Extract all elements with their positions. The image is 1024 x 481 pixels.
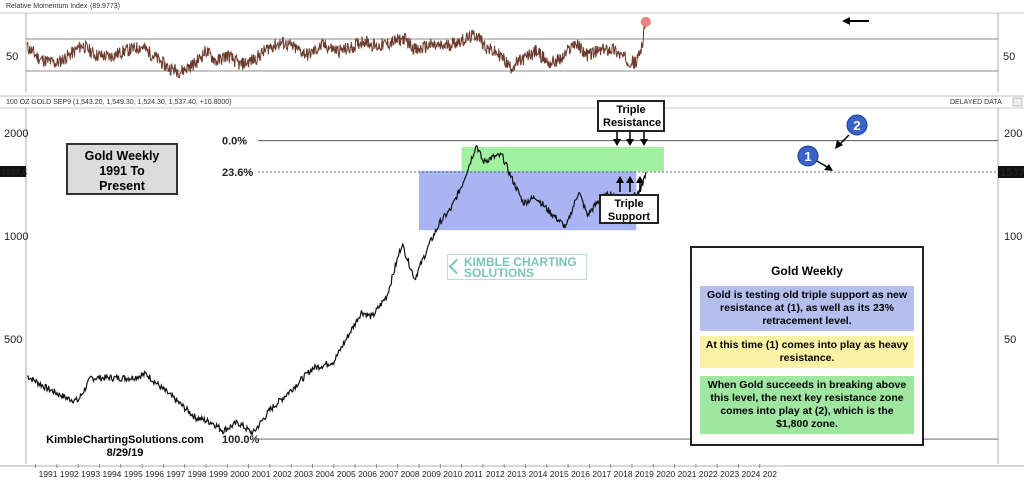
- x-tick-label: 2008: [401, 469, 420, 479]
- rsi-left-tick: 50: [6, 51, 18, 63]
- credit-site: KimbleChartingSolutions.com: [46, 434, 204, 446]
- watermark-logo: KIMBLE CHARTING SOLUTIONS: [447, 254, 587, 280]
- x-tick-label: 2007: [379, 469, 398, 479]
- x-tick-label: 2001: [252, 469, 271, 479]
- x-tick-label: 2011: [465, 469, 484, 479]
- resistance-zone: [461, 147, 664, 172]
- watermark-line-2: SOLUTIONS: [464, 266, 535, 280]
- x-tick-label: 1996: [145, 469, 164, 479]
- arrow-icon: [842, 17, 869, 25]
- rsi-last-point: [640, 16, 651, 27]
- y-tick-label-left: 1000: [4, 231, 28, 243]
- rsi-header: Relative Momentum Index: [6, 3, 88, 10]
- svg-text:1: 1: [804, 149, 811, 164]
- x-tick-label: 2014: [528, 469, 547, 479]
- svg-text:2: 2: [853, 118, 860, 133]
- y-tick-label-right: 100: [1004, 231, 1022, 243]
- x-tick-label: 1994: [102, 469, 121, 479]
- triple-resistance-line-1: Triple: [616, 104, 646, 116]
- note-heavy-resistance: At this time (1) comes into play as heav…: [700, 336, 914, 368]
- title-line-3: Present: [99, 179, 145, 193]
- x-axis: 1991 1992 1993 1994 1995 1996 1997 1998 1999 2000…: [35, 464, 777, 479]
- x-tick-label: 2006: [358, 469, 377, 479]
- x-tick-label: 202: [763, 469, 777, 479]
- note-triple-support: Gold is testing old triple support as ne…: [700, 286, 914, 331]
- triple-support-callout: Triple Support: [599, 194, 659, 224]
- x-tick-label: 2010: [443, 469, 462, 479]
- price-tag-right-text: 1537: [1000, 167, 1024, 179]
- x-tick-label: 2019: [635, 469, 654, 479]
- x-tick-label: 2017: [592, 469, 611, 479]
- x-tick-label: 1997: [166, 469, 185, 479]
- x-tick-label: 2024: [741, 469, 760, 479]
- x-tick-label: 2021: [678, 469, 697, 479]
- x-tick-label: 2015: [550, 469, 569, 479]
- x-tick-label: 1999: [209, 469, 228, 479]
- chart-title-box: Gold Weekly 1991 To Present: [66, 143, 178, 195]
- title-line-2: 1991 To: [99, 164, 145, 178]
- x-tick-label: 1992: [60, 469, 79, 479]
- x-tick-label: 2020: [656, 469, 675, 479]
- commentary-panel: Gold Weekly Gold is testing old triple s…: [690, 246, 924, 446]
- x-tick-label: 1995: [124, 469, 143, 479]
- x-tick-label: 2005: [337, 469, 356, 479]
- note-next-resistance: When Gold succeeds in breaking above thi…: [700, 376, 914, 434]
- x-tick-label: 2003: [294, 469, 313, 479]
- delayed-data-label: DELAYED DATA: [950, 99, 1002, 106]
- y-tick-label-right: 50: [1004, 334, 1016, 346]
- x-tick-label: 2012: [486, 469, 505, 479]
- title-line-1: Gold Weekly: [84, 149, 160, 163]
- x-tick-label: 2004: [315, 469, 334, 479]
- y-axis-left: 2000 1000 500: [4, 128, 28, 346]
- price-line: [27, 144, 647, 436]
- credit-date: 8/29/19: [106, 447, 144, 459]
- panel-title: Gold Weekly: [771, 264, 843, 278]
- x-tick-label: 2009: [422, 469, 441, 479]
- scroll-up-button[interactable]: [1012, 97, 1023, 107]
- triple-resistance-line-2: Resistance: [603, 117, 662, 129]
- x-tick-label: 2018: [614, 469, 633, 479]
- rsi-panel: [0, 0, 1024, 100]
- rsi-line: [26, 21, 647, 79]
- marker-1: 1: [797, 145, 833, 171]
- fib-100-label: 100.0%: [222, 434, 260, 446]
- y-tick-label-left: 500: [4, 334, 22, 346]
- x-tick-label: 2000: [230, 469, 249, 479]
- y-axis-right: 200 100 50: [1004, 128, 1022, 346]
- fib-0-label: 0.0%: [222, 136, 247, 148]
- y-tick-label-right: 200: [1004, 128, 1022, 140]
- triple-support-line-2: Support: [607, 211, 651, 223]
- fib-23-6-label: 23.6%: [222, 167, 253, 179]
- rsi-right-tick: 50: [1003, 51, 1015, 63]
- triple-support-arrows: [616, 176, 644, 192]
- x-tick-label: 1993: [81, 469, 100, 479]
- price-tag-right: [998, 166, 1024, 178]
- triple-resistance-callout: Triple Resistance: [597, 100, 665, 132]
- price-tag-left-text: 1537.4: [1, 167, 27, 177]
- triple-support-line-1: Triple: [614, 198, 644, 210]
- x-tick-label: 2023: [720, 469, 739, 479]
- marker-2: 2: [835, 114, 868, 149]
- x-tick-label: 1991: [39, 469, 58, 479]
- x-tick-label: 2013: [507, 469, 526, 479]
- x-tick-label: 2022: [699, 469, 718, 479]
- triple-resistance-arrows: [613, 132, 648, 146]
- watermark-line-1: KIMBLE CHARTING: [464, 255, 577, 269]
- rsi-header-value: (89.9773): [90, 3, 120, 10]
- x-tick-label: 1998: [188, 469, 207, 479]
- price-tag-left: [0, 166, 26, 177]
- y-tick-label-left: 2000: [4, 128, 28, 140]
- credit-block: KimbleChartingSolutions.com 8/29/19: [30, 434, 220, 460]
- x-tick-label: 2016: [571, 469, 590, 479]
- x-tick-label: 2002: [273, 469, 292, 479]
- price-header: 100 OZ GOLD SEP9 (1,543.20, 1,549.30, 1,…: [6, 99, 232, 106]
